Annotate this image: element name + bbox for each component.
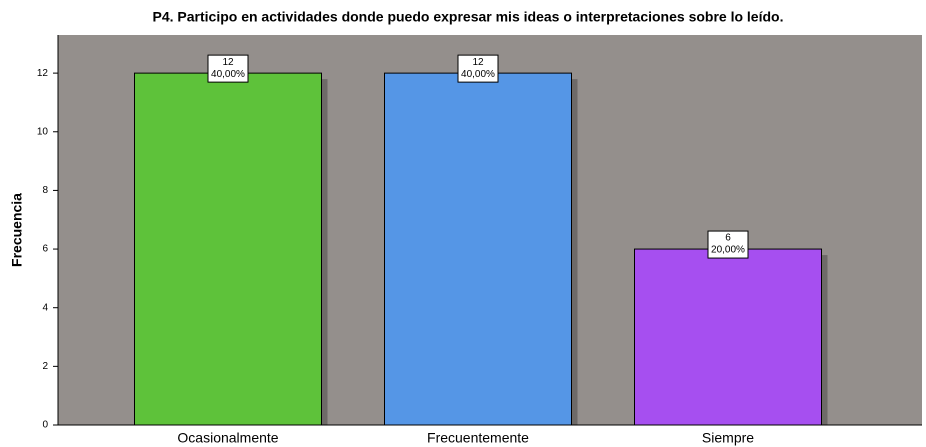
x-tick-label: Frecuentemente xyxy=(427,430,529,446)
chart-title: P4. Participo en actividades donde puedo… xyxy=(153,9,784,25)
y-axis-label: Frecuencia xyxy=(9,193,25,267)
x-tick-label: Siempre xyxy=(702,430,754,446)
y-tick-label: 10 xyxy=(37,126,49,137)
percent-label: 40,00% xyxy=(211,69,245,80)
data-label: 12 xyxy=(472,57,484,68)
data-label-box xyxy=(457,54,499,83)
y-tick-label: 8 xyxy=(42,185,48,196)
y-tick-label: 6 xyxy=(42,244,48,255)
y-tick-label: 2 xyxy=(42,361,48,372)
data-label-box xyxy=(207,54,249,83)
bar xyxy=(134,72,322,426)
bar xyxy=(384,72,572,426)
y-tick-label: 0 xyxy=(42,420,48,431)
data-label: 12 xyxy=(222,57,234,68)
bar xyxy=(634,248,822,426)
y-tick-label: 4 xyxy=(42,302,48,313)
y-tick-label: 12 xyxy=(37,68,49,79)
data-label: 6 xyxy=(725,233,731,244)
percent-label: 20,00% xyxy=(711,245,745,256)
data-label-box xyxy=(707,230,749,259)
percent-label: 40,00% xyxy=(461,69,495,80)
x-tick-label: Ocasionalmente xyxy=(177,430,278,446)
